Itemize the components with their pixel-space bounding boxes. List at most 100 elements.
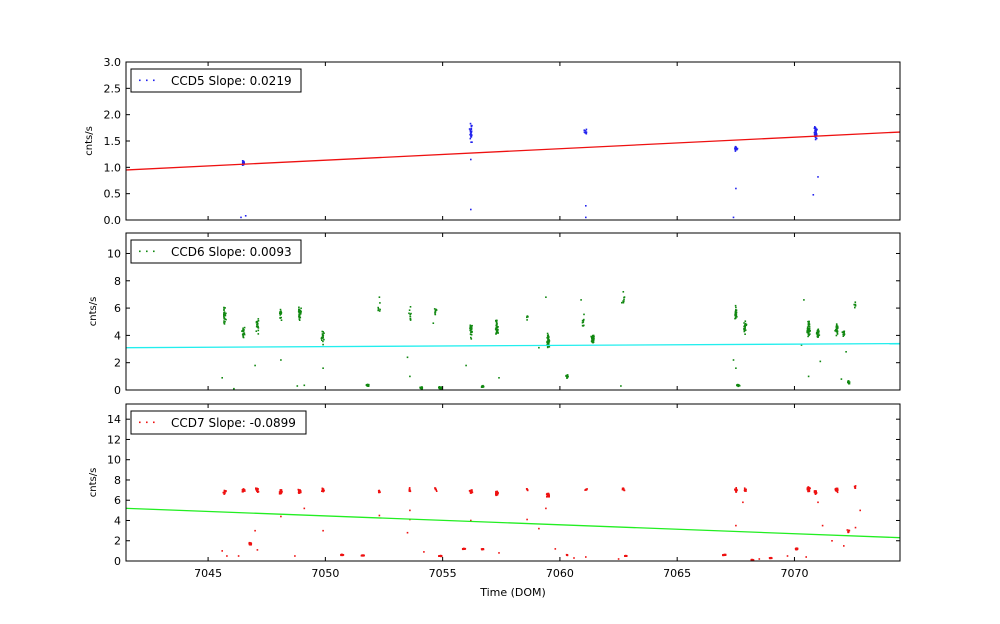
data-point: [547, 338, 550, 341]
data-point: [818, 334, 821, 336]
data-point: [584, 130, 587, 132]
data-point: [257, 333, 260, 335]
data-point: [299, 310, 302, 312]
data-point: [224, 307, 226, 309]
data-point: [321, 333, 324, 335]
data-point: [566, 554, 568, 556]
data-point: [242, 332, 245, 335]
data-point: [843, 332, 845, 334]
legend-marker: [139, 250, 141, 253]
data-point: [593, 335, 595, 338]
data-point: [583, 313, 585, 316]
data-point: [298, 318, 301, 320]
data-point: [734, 148, 737, 151]
data-point: [471, 134, 473, 136]
data-point: [622, 291, 625, 293]
y-tick-label: 8: [114, 275, 121, 288]
data-point: [256, 488, 259, 491]
data-point: [470, 490, 473, 493]
chart-panel-2: 0 2 4 6 8 10 cnts/s CCD6 Slope: 0.0093: [88, 232, 901, 397]
data-point: [853, 303, 855, 306]
data-point: [298, 319, 301, 321]
data-point: [737, 384, 740, 387]
data-point: [254, 364, 256, 367]
data-point: [813, 133, 816, 136]
data-point: [495, 332, 497, 334]
data-point: [470, 136, 472, 138]
data-point: [806, 330, 808, 333]
data-points: [221, 485, 861, 561]
y-tick-label: 1.0: [104, 161, 122, 174]
data-point: [495, 320, 498, 323]
data-point: [816, 335, 819, 338]
data-point: [497, 326, 499, 328]
data-point: [840, 378, 843, 380]
data-point: [470, 208, 472, 211]
data-point: [819, 360, 822, 363]
data-point: [432, 322, 435, 324]
data-point: [303, 507, 306, 510]
data-point: [496, 324, 498, 327]
data-point: [548, 340, 551, 342]
data-point: [547, 340, 549, 343]
x-tick-label: 7070: [780, 567, 808, 580]
data-point: [786, 555, 789, 557]
y-tick-label: 4: [114, 514, 121, 527]
data-point: [471, 141, 473, 143]
data-point: [497, 492, 499, 494]
y-tick-label: 10: [107, 454, 121, 467]
data-point: [816, 331, 819, 333]
data-point: [621, 301, 623, 304]
data-point: [360, 554, 363, 557]
data-point: [223, 320, 225, 322]
data-point: [409, 489, 411, 492]
data-point: [469, 333, 472, 336]
data-point: [565, 375, 567, 377]
data-point: [815, 332, 818, 334]
data-point: [280, 359, 282, 361]
data-point: [809, 333, 811, 335]
data-point: [807, 489, 810, 492]
data-point: [743, 487, 746, 489]
x-tick-label: 7065: [663, 567, 691, 580]
data-point: [496, 332, 498, 334]
data-point: [547, 337, 549, 340]
data-point: [808, 328, 811, 331]
data-point: [724, 554, 726, 556]
data-point: [469, 133, 471, 136]
data-point: [768, 557, 771, 559]
data-point: [808, 323, 811, 326]
data-point: [294, 555, 296, 557]
data-point: [592, 341, 595, 343]
data-point: [526, 518, 528, 521]
data-point: [538, 346, 540, 349]
data-point: [321, 339, 323, 341]
data-point: [255, 330, 258, 332]
data-point: [735, 490, 737, 493]
data-point: [498, 377, 500, 379]
data-point: [808, 320, 810, 323]
data-point: [617, 558, 620, 560]
data-point: [409, 318, 412, 320]
data-point: [582, 319, 585, 322]
data-point: [836, 333, 839, 335]
data-point: [242, 327, 244, 330]
data-point: [378, 296, 381, 298]
data-point: [732, 359, 735, 361]
data-point: [323, 332, 325, 334]
data-point: [734, 150, 737, 152]
data-point: [623, 300, 625, 303]
data-point: [843, 334, 845, 336]
data-point: [408, 312, 410, 315]
data-point: [817, 333, 819, 335]
data-point: [625, 555, 628, 557]
data-point: [365, 384, 368, 386]
data-point: [807, 320, 809, 323]
data-point: [808, 331, 810, 333]
data-point: [303, 384, 306, 387]
data-point: [469, 490, 472, 492]
data-point: [470, 333, 473, 336]
data-point: [299, 312, 301, 314]
data-point: [841, 331, 844, 333]
data-point: [409, 313, 411, 316]
